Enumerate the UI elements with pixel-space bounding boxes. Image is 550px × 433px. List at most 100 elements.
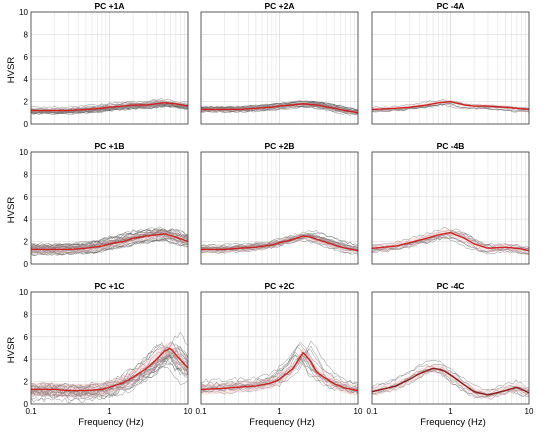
hvsr-trace: [200, 354, 359, 394]
mean-curve: [200, 351, 359, 392]
y-axis-label-bottom: HVSR: [6, 337, 17, 364]
panel-title: PC -4A: [437, 1, 465, 11]
hvsr-panel: PC -4C 0.1 1 10: [366, 281, 534, 416]
hvsr-panel: PC -4A: [371, 1, 530, 125]
hvsr-trace: [371, 102, 530, 112]
hvsr-trace: [30, 234, 189, 253]
hvsr-trace: [30, 237, 189, 254]
x-axis-label-center: Frequency (Hz): [249, 417, 314, 428]
panel-title: PC +1B: [95, 141, 125, 151]
y-tick-label: 0: [24, 400, 29, 409]
hvsr-trace: [371, 228, 530, 249]
hvsr-panel: PC -4B: [371, 141, 530, 265]
hvsr-trace: [30, 236, 189, 253]
y-tick-label: 4: [24, 75, 29, 84]
panel-title: PC +2A: [265, 1, 295, 11]
y-tick-label: 6: [24, 193, 29, 202]
hvsr-trace: [31, 228, 189, 249]
hvsr-trace: [30, 230, 189, 250]
x-tick-label: 1: [448, 407, 453, 416]
hvsr-trace: [30, 354, 189, 397]
plot-frame: [200, 291, 359, 405]
x-axis-label-right: Frequency (Hz): [420, 417, 485, 428]
x-tick-label: 10: [525, 407, 534, 416]
y-tick-label: 10: [19, 148, 28, 157]
y-tick-label: 10: [19, 288, 28, 297]
hvsr-trace: [200, 349, 359, 396]
hvsr-trace: [30, 228, 189, 248]
panel-title: PC +1A: [95, 1, 125, 11]
mean-curve: [371, 231, 530, 252]
hvsr-trace: [371, 103, 530, 113]
hvsr-trace: [201, 345, 359, 391]
hvsr-trace: [371, 103, 530, 113]
hvsr-trace: [371, 236, 530, 255]
hvsr-trace: [30, 353, 189, 399]
mean-curve: [371, 100, 530, 111]
mean-curve: [31, 101, 189, 112]
y-tick-label: 6: [24, 333, 29, 342]
std-band: [201, 347, 358, 396]
hvsr-trace: [200, 105, 359, 116]
panel-title: PC +2B: [265, 141, 295, 151]
hvsr-trace: [30, 365, 189, 403]
y-tick-label: 2: [24, 238, 29, 247]
hvsr-trace: [200, 341, 359, 386]
hvsr-trace: [371, 359, 530, 390]
plot-frame: [371, 291, 530, 405]
y-tick-label: 2: [24, 378, 29, 387]
hvsr-trace: [371, 231, 530, 251]
x-tick-label: 0.1: [195, 407, 207, 416]
hvsr-panel: PC +2A: [200, 1, 359, 125]
y-tick-label: 4: [24, 355, 29, 364]
panel-title: PC +1C: [95, 281, 125, 291]
hvsr-trace: [200, 101, 359, 110]
hvsr-trace: [30, 102, 189, 113]
mean-curve: [31, 233, 189, 251]
plot-frame: [200, 151, 359, 265]
hvsr-panel: PC +1B 0 2 4 6 8 10: [19, 141, 189, 269]
x-tick-label: 0.1: [366, 407, 378, 416]
y-tick-label: 2: [24, 98, 29, 107]
plot-frame: [30, 151, 189, 265]
hvsr-trace: [30, 341, 189, 398]
mean-curve: [31, 347, 189, 392]
x-tick-label: 1: [277, 407, 282, 416]
hvsr-trace: [371, 232, 530, 252]
hvsr-trace: [30, 226, 189, 246]
panel-title: PC +2C: [265, 281, 295, 291]
mean-curve: [201, 235, 359, 252]
plot-frame: [30, 291, 189, 405]
panel-title: PC -4B: [437, 141, 465, 151]
plot-frame: [371, 151, 530, 265]
y-tick-label: 8: [24, 30, 29, 39]
hvsr-panel: PC +1A 0 2 4 6 8 10: [19, 1, 189, 129]
x-axis-label-left: Frequency (Hz): [78, 417, 143, 428]
hvsr-trace: [200, 340, 359, 387]
hvsr-trace: [30, 359, 189, 401]
hvsr-panel: PC +2B: [200, 141, 359, 265]
plot-frame: [200, 11, 359, 125]
hvsr-trace: [371, 367, 530, 396]
plot-frame: [30, 11, 189, 125]
hvsr-trace: [371, 364, 530, 395]
y-tick-label: 6: [24, 53, 29, 62]
x-tick-label: 10: [184, 407, 193, 416]
hvsr-trace: [30, 231, 189, 251]
hvsr-trace: [30, 237, 189, 256]
hvsr-panel: PC +1C 0 2 4 6 8 10 0.1 1 10: [19, 281, 193, 416]
std-band: [372, 99, 529, 112]
hvsr-trace: [30, 104, 189, 115]
hvsr-panel: PC +2C 0.1 1 10: [195, 281, 363, 416]
y-tick-label: 8: [24, 310, 29, 319]
hvsr-trace: [200, 100, 359, 112]
y-tick-label: 0: [24, 260, 29, 269]
x-tick-label: 10: [354, 407, 363, 416]
panel-title: PC -4C: [437, 281, 465, 291]
std-band: [31, 341, 188, 398]
hvsr-trace: [30, 346, 189, 389]
hvsr-trace: [30, 103, 189, 113]
plot-frame: [371, 11, 530, 125]
